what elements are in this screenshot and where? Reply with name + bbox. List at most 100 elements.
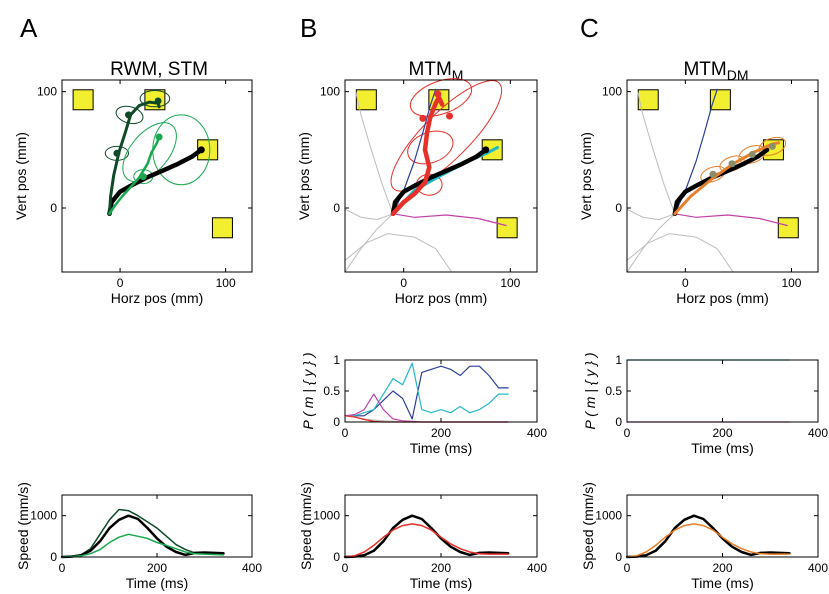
trajectory-line [390, 147, 489, 217]
estimate-marker [419, 114, 427, 122]
trajectory-line [108, 135, 161, 216]
prob-b-xlabel: Time (ms) [410, 440, 472, 456]
pos-a-frame [61, 79, 253, 273]
panel-title-b-sub: M [452, 67, 464, 83]
probability-line [344, 362, 509, 417]
prob-b-xtick-label: 0 [342, 426, 349, 440]
speed-b-axes: 0 200 400 0 1000 Time (ms) Speed (mm/s) [298, 482, 547, 591]
speed-line [60, 514, 225, 559]
pos-c-ytick-label: 0 [615, 201, 622, 215]
speed-plot-c [625, 514, 791, 559]
speed-line [343, 514, 510, 559]
prob-c-axes: 0 200 400 0 0.5 1 Time (ms) P ( m | { y } ) [582, 352, 828, 456]
speed-line [61, 533, 225, 558]
trajectory-line [344, 208, 394, 221]
trajectory-line [626, 233, 734, 273]
uncertainty-ellipse [139, 89, 171, 108]
speed-b-xtick-label: 200 [431, 561, 451, 575]
prob-b-xtick-label: 400 [527, 426, 547, 440]
speed-a-xtick-label: 200 [147, 561, 167, 575]
speed-c-xtick-label: 0 [624, 561, 631, 575]
speed-line [344, 523, 509, 558]
estimate-marker [139, 173, 147, 181]
speed-plot-b [343, 514, 510, 559]
position-plot-a [72, 89, 233, 239]
pos-b-ylabel: Vert pos (mm) [296, 132, 312, 220]
panel-letter-c: C [580, 13, 599, 43]
probability-plot-c [626, 359, 790, 423]
prob-c-frame [626, 359, 819, 423]
pos-c-frame [626, 79, 819, 273]
pos-c-axes: 0 100 0 100 Horz pos (mm) Vert pos (mm) [578, 79, 819, 306]
trajectory-line [344, 233, 453, 273]
trajectory-line [637, 91, 676, 215]
pos-a-ylabel: Vert pos (mm) [13, 132, 29, 220]
estimate-marker [482, 146, 490, 154]
prob-b-xtick-label: 200 [431, 426, 451, 440]
pos-c-ytick-label: 100 [602, 85, 622, 99]
trajectory-line [626, 208, 676, 221]
uncertainty-ellipse [390, 80, 503, 192]
estimate-marker [434, 90, 442, 98]
target-square [496, 217, 518, 239]
speed-b-ytick-label: 0 [333, 550, 340, 564]
speed-a-xtick-label: 0 [59, 561, 66, 575]
pos-b-xtick-label: 0 [400, 276, 407, 290]
speed-b-xtick-label: 400 [527, 561, 547, 575]
prob-b-ytick-label: 0 [333, 415, 340, 429]
speed-b-frame [344, 494, 538, 558]
estimate-marker [748, 150, 756, 158]
pos-b-xtick-label: 100 [500, 276, 520, 290]
pos-b-axes: 0 100 0 100 Horz pos (mm) Vert pos (mm) [296, 79, 538, 306]
estimate-marker [709, 170, 717, 178]
probability-plot-b [344, 362, 509, 423]
target-square [211, 217, 233, 239]
estimate-marker [113, 149, 121, 157]
estimate-marker [446, 112, 454, 120]
estimate-marker [155, 133, 163, 141]
prob-b-axes: 0 200 400 0 0.5 1 Time (ms) P ( m | { y } ) [300, 352, 547, 456]
pos-b-xlabel: Horz pos (mm) [395, 290, 488, 306]
pos-a-xlabel: Horz pos (mm) [111, 290, 204, 306]
speed-line [625, 514, 791, 559]
pos-a-axes: 0 100 0 100 Horz pos (mm) Vert pos (mm) [13, 79, 253, 306]
speed-b-ylabel: Speed (mm/s) [298, 482, 314, 570]
prob-b-ytick-label: 0.5 [323, 384, 340, 398]
prob-c-ytick-label: 0 [615, 415, 622, 429]
target-square [72, 89, 94, 111]
estimate-marker [197, 146, 205, 154]
trajectory-line [390, 95, 445, 217]
probability-line [344, 393, 509, 423]
panel-title-a: RWM, STM [110, 59, 208, 80]
pos-a-ytick-label: 100 [37, 85, 57, 99]
speed-c-xlabel: Time (ms) [691, 575, 753, 591]
pos-b-ytick-label: 0 [333, 201, 340, 215]
pos-c-xtick-label: 100 [781, 276, 801, 290]
trajectory-line [355, 91, 394, 215]
prob-b-frame [344, 359, 538, 423]
prob-c-ylabel: P ( m | { y } ) [582, 352, 598, 429]
uncertainty-ellipse [122, 122, 177, 183]
speed-a-xlabel: Time (ms) [126, 575, 188, 591]
estimate-marker [125, 111, 132, 119]
prob-c-xtick-label: 0 [624, 426, 631, 440]
pos-a-xtick-label: 0 [117, 276, 124, 290]
speed-a-ytick-label: 1000 [30, 509, 57, 523]
speed-b-xtick-label: 0 [342, 561, 349, 575]
speed-a-ytick-label: 0 [50, 550, 57, 564]
speed-c-ytick-label: 0 [615, 550, 622, 564]
speed-c-frame [626, 494, 819, 558]
speed-plot-a [60, 508, 225, 559]
prob-b-ylabel: P ( m | { y } ) [300, 352, 316, 429]
position-plot-c [626, 88, 799, 273]
speed-c-xtick-label: 400 [808, 561, 828, 575]
position-plot-b [344, 78, 518, 273]
speed-b-xlabel: Time (ms) [410, 575, 472, 591]
target-square [355, 89, 377, 111]
speed-c-xtick-label: 200 [712, 561, 732, 575]
trajectory-line [392, 213, 507, 227]
panel-title-c-main: MTM [683, 59, 726, 80]
speed-c-ylabel: Speed (mm/s) [580, 482, 596, 570]
